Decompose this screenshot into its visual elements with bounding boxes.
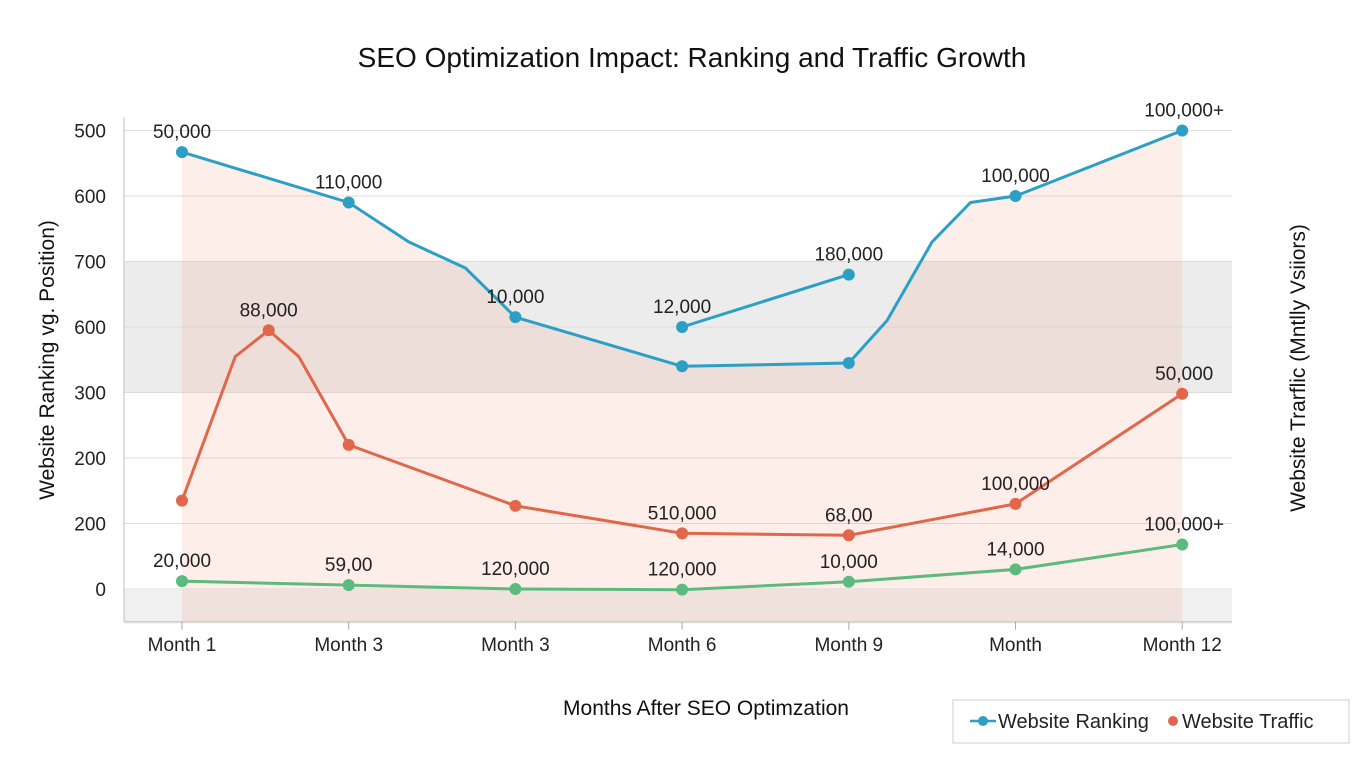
data-label: 10,000	[486, 287, 544, 308]
x-tick-label: Month 3	[481, 635, 550, 656]
x-tick-label: Month 9	[814, 635, 883, 656]
x-tick-label: Month 12	[1143, 635, 1222, 656]
data-point	[1009, 497, 1022, 510]
data-point	[676, 527, 689, 540]
data-point	[1176, 387, 1189, 400]
data-point	[676, 360, 689, 373]
y-tick-label: 0	[95, 580, 106, 601]
series-line-1	[180, 328, 1184, 537]
gray-band-bottom	[124, 590, 1232, 624]
y-axis-label-right: Website Trarflic (Mntlly Vsiiors)	[1287, 224, 1310, 512]
x-axis-label: Months After SEO Optimzation	[563, 697, 849, 720]
x-tick-label: Month 6	[648, 635, 717, 656]
data-point	[1009, 190, 1022, 202]
x-tick-label: Month 1	[148, 635, 217, 656]
data-point	[342, 196, 355, 209]
y-tick-label: 500	[74, 122, 106, 143]
data-label: 12,000	[653, 297, 711, 318]
data-label: 50,000	[153, 122, 211, 143]
data-point	[509, 311, 522, 324]
y-axis-label: Website Ranking vg. Position)	[36, 220, 59, 500]
data-label: 59,00	[325, 555, 373, 576]
data-label: 20,000	[153, 551, 211, 572]
data-label: 510,000	[648, 503, 717, 524]
x-tick-label: Month	[989, 635, 1042, 656]
data-label: 120,000	[648, 560, 717, 581]
axes: 0 200 200 300 600 700 600 500 Month 1 Month 3 Mont…	[74, 117, 1232, 656]
data-point	[176, 146, 188, 159]
data-point	[842, 268, 855, 281]
data-point	[342, 579, 355, 592]
legend: Website Ranking Website Traffic	[952, 699, 1350, 744]
data-point	[842, 575, 855, 588]
y-tick-label: 600	[74, 187, 106, 208]
data-point	[1176, 538, 1189, 551]
data-point	[1009, 563, 1022, 576]
chart-title: SEO Optimization Impact: Ranking and Tra…	[358, 42, 1027, 73]
series-markers	[176, 124, 1189, 596]
data-point	[676, 321, 689, 333]
legend-ranking-label: Website Ranking	[998, 711, 1149, 733]
data-point	[1176, 124, 1189, 137]
data-label: 100,000+	[1144, 514, 1224, 535]
data-point	[176, 575, 188, 588]
legend-traffic-label: Website Traffic	[1182, 711, 1314, 733]
data-point	[176, 494, 188, 507]
data-label: 120,000	[481, 559, 550, 580]
data-label: 14,000	[986, 539, 1044, 560]
legend-traffic-marker	[1168, 716, 1178, 726]
y-tick-label: 200	[74, 515, 106, 536]
data-point	[676, 583, 689, 596]
data-point	[342, 438, 355, 451]
data-point	[509, 583, 522, 595]
data-label: 68,00	[825, 505, 873, 526]
series-line-0	[180, 129, 1184, 368]
data-label: 100,000	[981, 166, 1050, 187]
gridlines	[124, 130, 1232, 623]
data-point	[509, 499, 522, 512]
legend-box	[952, 699, 1350, 744]
data-label: 180,000	[814, 245, 883, 266]
data-point	[842, 529, 855, 542]
y-tick-label: 200	[74, 449, 106, 470]
data-labels: 50,000 110,000 10,000 12,000 180,000 100,000 1…	[153, 101, 1224, 581]
legend-ranking-marker	[978, 716, 988, 726]
y-tick-label: 600	[74, 318, 106, 339]
data-label: 110,000	[315, 173, 382, 194]
y-tick-label: 700	[74, 253, 106, 274]
data-label: 50,000	[1155, 364, 1213, 385]
data-point	[262, 324, 275, 337]
data-point	[842, 357, 855, 370]
x-tick-label: Month 3	[314, 635, 383, 656]
data-label: 100,000	[981, 474, 1050, 495]
data-label: 100,000+	[1144, 101, 1224, 122]
data-label: 88,000	[240, 300, 298, 321]
y-tick-label: 300	[74, 384, 106, 405]
data-label: 10,000	[820, 552, 878, 573]
series-line-0-segment	[680, 273, 851, 329]
